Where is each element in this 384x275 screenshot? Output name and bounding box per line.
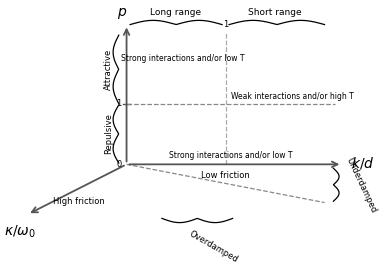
- Text: $k/d$: $k/d$: [351, 155, 375, 171]
- Text: Low friction: Low friction: [201, 171, 250, 180]
- Text: Overdamped: Overdamped: [187, 229, 239, 264]
- Text: Strong interactions and/or low T: Strong interactions and/or low T: [121, 54, 245, 63]
- Text: High friction: High friction: [53, 197, 105, 206]
- Text: Weak interactions and/or high T: Weak interactions and/or high T: [231, 92, 354, 101]
- Text: Strong interactions and/or low T: Strong interactions and/or low T: [169, 151, 293, 160]
- Text: $p$: $p$: [117, 6, 127, 21]
- Text: 1: 1: [223, 20, 228, 29]
- Text: Underdamped: Underdamped: [344, 156, 377, 214]
- Text: $\kappa/\omega_0$: $\kappa/\omega_0$: [4, 224, 36, 240]
- Text: 0: 0: [116, 160, 121, 169]
- Text: Long range: Long range: [151, 8, 202, 17]
- Text: Attractive: Attractive: [104, 49, 113, 90]
- Text: 1: 1: [116, 99, 121, 108]
- Text: Short range: Short range: [248, 8, 302, 17]
- Text: Repulsive: Repulsive: [104, 114, 113, 155]
